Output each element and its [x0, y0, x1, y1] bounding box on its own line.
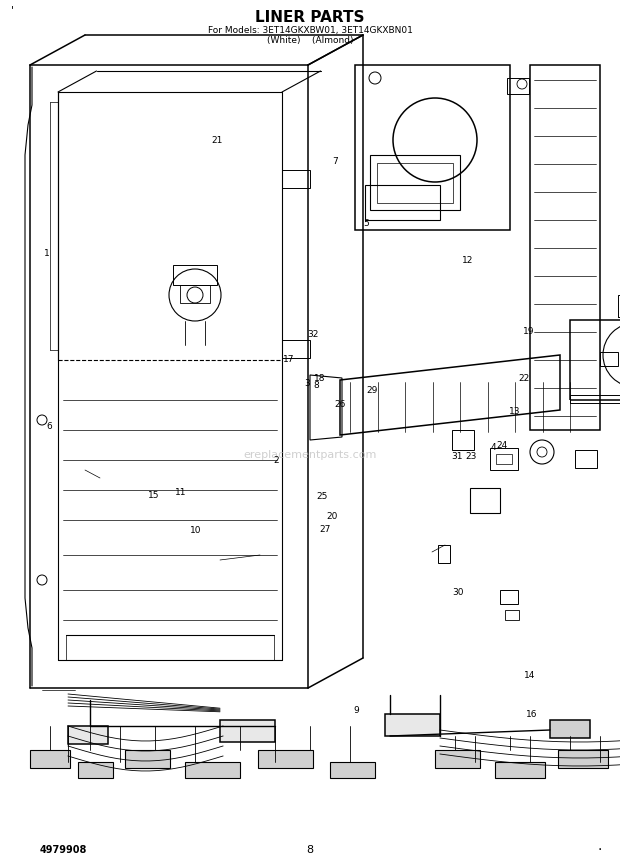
- Text: 8: 8: [306, 845, 314, 855]
- Bar: [550, 720, 590, 738]
- Text: 30: 30: [452, 588, 463, 597]
- Text: 14: 14: [525, 672, 536, 680]
- Bar: [385, 714, 440, 736]
- Bar: [530, 65, 600, 430]
- Text: 12: 12: [463, 256, 474, 264]
- Bar: [600, 352, 618, 366]
- Text: 16: 16: [526, 710, 538, 719]
- Bar: [570, 395, 620, 403]
- Text: 7: 7: [332, 158, 338, 166]
- Bar: [173, 265, 217, 285]
- Text: 1: 1: [43, 250, 50, 258]
- Text: 10: 10: [190, 526, 201, 535]
- Bar: [507, 78, 529, 94]
- Text: ·: ·: [598, 843, 602, 857]
- Text: 4: 4: [490, 443, 496, 452]
- Text: 6: 6: [46, 422, 53, 430]
- Bar: [570, 320, 620, 400]
- Text: 5: 5: [363, 220, 369, 228]
- Bar: [490, 448, 518, 470]
- Text: ereplacementparts.com: ereplacementparts.com: [243, 450, 377, 460]
- Text: 31: 31: [451, 452, 463, 461]
- Bar: [258, 750, 313, 768]
- Bar: [435, 750, 480, 768]
- Bar: [330, 762, 375, 778]
- Bar: [365, 185, 440, 220]
- Bar: [438, 545, 450, 563]
- Bar: [78, 762, 113, 778]
- Text: ': ': [11, 5, 14, 15]
- Bar: [452, 430, 474, 450]
- Text: 24: 24: [497, 442, 508, 450]
- Bar: [558, 750, 608, 768]
- Bar: [500, 590, 518, 604]
- Text: LINER PARTS: LINER PARTS: [255, 10, 365, 26]
- Bar: [355, 65, 510, 230]
- Text: 27: 27: [319, 525, 330, 534]
- Text: 26: 26: [334, 400, 345, 409]
- Bar: [68, 726, 108, 744]
- Bar: [377, 163, 453, 203]
- Text: 21: 21: [211, 136, 223, 145]
- Bar: [66, 635, 274, 660]
- Bar: [495, 762, 545, 778]
- Text: 25: 25: [317, 492, 328, 501]
- Bar: [370, 155, 460, 210]
- Bar: [185, 762, 240, 778]
- Text: For Models: 3ET14GKXBW01, 3ET14GKXBN01: For Models: 3ET14GKXBW01, 3ET14GKXBN01: [208, 26, 412, 34]
- Bar: [220, 720, 275, 742]
- Bar: [618, 295, 620, 317]
- Bar: [125, 750, 170, 768]
- Text: 8: 8: [313, 381, 319, 390]
- Text: 20: 20: [326, 512, 337, 521]
- Bar: [282, 340, 310, 358]
- Bar: [470, 488, 500, 513]
- Text: (White)    (Almond): (White) (Almond): [267, 35, 353, 45]
- Bar: [30, 750, 70, 768]
- Text: 4979908: 4979908: [40, 845, 87, 855]
- Text: 29: 29: [366, 386, 378, 394]
- Text: 2: 2: [273, 456, 279, 465]
- Bar: [505, 610, 519, 620]
- Bar: [180, 285, 210, 303]
- Text: 9: 9: [353, 706, 360, 715]
- Text: 22: 22: [518, 375, 529, 383]
- Text: 32: 32: [308, 330, 319, 338]
- Text: 11: 11: [175, 488, 187, 497]
- Text: 15: 15: [148, 491, 159, 499]
- Text: 3: 3: [304, 379, 310, 387]
- Text: 18: 18: [314, 375, 326, 383]
- Bar: [282, 170, 310, 188]
- Bar: [575, 450, 597, 468]
- Bar: [496, 454, 512, 464]
- Text: 23: 23: [466, 452, 477, 461]
- Text: 17: 17: [283, 356, 294, 364]
- Text: 13: 13: [509, 407, 520, 416]
- Text: 19: 19: [523, 327, 534, 336]
